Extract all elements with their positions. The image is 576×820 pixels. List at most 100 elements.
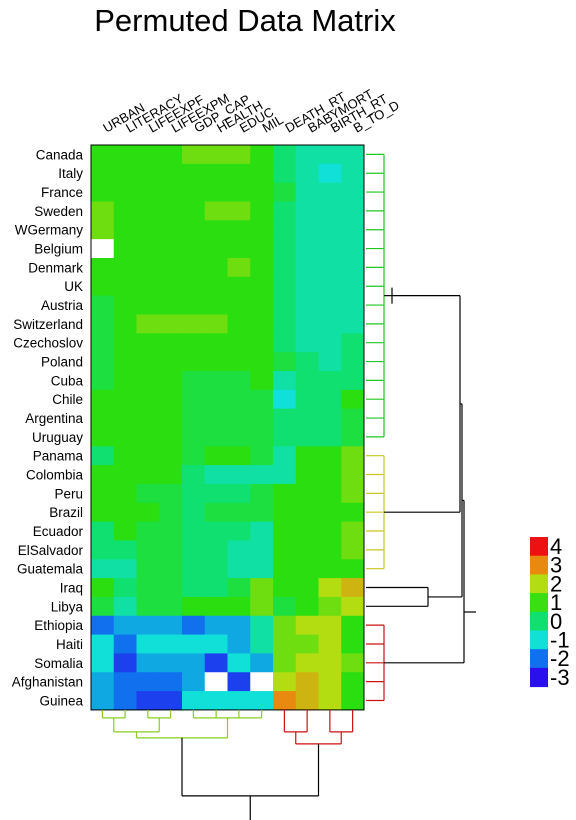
heatmap-cell xyxy=(341,370,365,391)
heatmap-cell xyxy=(91,691,115,711)
heatmap-cell xyxy=(136,352,160,372)
heatmap-cell xyxy=(204,691,228,711)
heatmap-cell xyxy=(113,220,137,240)
column-labels: URBANLITERACYLIFEEXPFLIFEEXPMGDP_CAPHEAL… xyxy=(100,86,401,135)
heatmap-cell xyxy=(159,370,183,391)
heatmap-cell xyxy=(318,276,342,297)
heatmap-cell xyxy=(318,427,342,447)
heatmap-cell xyxy=(227,145,251,165)
heatmap-cell xyxy=(227,615,251,635)
legend-label: 3 xyxy=(550,553,562,578)
heatmap-cell xyxy=(113,163,137,184)
heatmap-cell xyxy=(136,446,160,466)
heatmap-cell xyxy=(341,220,365,240)
heatmap-cell xyxy=(113,634,137,654)
heatmap-cell xyxy=(273,333,297,353)
heatmap-cell xyxy=(250,408,274,428)
heatmap-cell xyxy=(318,502,342,522)
heatmap-cell xyxy=(136,257,160,278)
heatmap-cell xyxy=(227,163,251,184)
heatmap-cell xyxy=(250,163,274,184)
row-label: WGermany xyxy=(15,223,84,238)
heatmap-cell xyxy=(341,276,365,297)
heatmap-cell xyxy=(159,521,183,541)
legend-label: 4 xyxy=(550,534,562,559)
heatmap-cell xyxy=(318,257,342,278)
heatmap-cell xyxy=(159,672,183,692)
heatmap-cell xyxy=(273,370,297,391)
heatmap-cell xyxy=(136,596,160,617)
heatmap-cell xyxy=(182,145,206,165)
heatmap-cell xyxy=(204,559,228,579)
heatmap-cell xyxy=(91,465,115,485)
heatmap-cell xyxy=(136,653,160,673)
heatmap-cell xyxy=(159,634,183,654)
heatmap-cell xyxy=(204,314,228,334)
heatmap-cell xyxy=(250,465,274,485)
heatmap-cell xyxy=(182,540,206,560)
heatmap-cell xyxy=(250,295,274,315)
heatmap-cell xyxy=(91,389,115,410)
heatmap-cell xyxy=(250,276,274,297)
heatmap-cell xyxy=(295,408,319,428)
heatmap-cell xyxy=(318,578,342,598)
heatmap-cell xyxy=(204,389,228,410)
heatmap-cell xyxy=(204,257,228,278)
heatmap-cell xyxy=(113,145,137,165)
heatmap-cell xyxy=(136,615,160,635)
heatmap-cell xyxy=(250,427,274,447)
heatmap-cell xyxy=(159,220,183,240)
heatmap-cell xyxy=(159,352,183,372)
row-label: Czechoslov xyxy=(13,336,83,351)
heatmap-cell xyxy=(295,521,319,541)
row-label: Colombia xyxy=(26,468,84,483)
heatmap-cell xyxy=(318,691,342,711)
heatmap-cell xyxy=(273,182,297,202)
heatmap-cell xyxy=(136,672,160,692)
heatmap-cell xyxy=(113,578,137,598)
heatmap-cell xyxy=(250,201,274,221)
heatmap-cell xyxy=(159,559,183,579)
heatmap-cell xyxy=(318,653,342,673)
heatmap-cell xyxy=(159,408,183,428)
heatmap-cell xyxy=(204,483,228,504)
heatmap-cell xyxy=(250,596,274,617)
heatmap-cell xyxy=(182,578,206,598)
heatmap-cell xyxy=(250,220,274,240)
heatmap-cell xyxy=(341,521,365,541)
legend-label: -1 xyxy=(550,628,570,653)
heatmap-cell xyxy=(227,559,251,579)
heatmap-cell xyxy=(91,145,115,165)
heatmap-cell xyxy=(341,295,365,315)
heatmap-cell xyxy=(159,201,183,221)
heatmap-cell xyxy=(159,239,183,259)
heatmap-cell xyxy=(318,559,342,579)
heatmap-cell xyxy=(204,163,228,184)
heatmap-cell xyxy=(136,333,160,353)
heatmap-cell xyxy=(204,634,228,654)
heatmap-cell xyxy=(136,239,160,259)
heatmap-cell xyxy=(182,427,206,447)
row-label: Poland xyxy=(41,355,83,370)
heatmap-cell xyxy=(182,182,206,202)
heatmap-cell xyxy=(136,427,160,447)
heatmap-cell xyxy=(295,540,319,560)
heatmap-cell xyxy=(113,691,137,711)
heatmap-cell xyxy=(341,333,365,353)
heatmap-cell xyxy=(295,389,319,410)
heatmap-cell xyxy=(227,220,251,240)
legend-label: 2 xyxy=(550,571,562,596)
heatmap-cell xyxy=(113,559,137,579)
heatmap-cell xyxy=(91,502,115,522)
heatmap-cell xyxy=(159,145,183,165)
heatmap-cell xyxy=(250,615,274,635)
row-label: Austria xyxy=(41,298,84,313)
heatmap-cell xyxy=(113,427,137,447)
heatmap-cells xyxy=(90,144,365,711)
heatmap-cell xyxy=(273,276,297,297)
heatmap-cell xyxy=(318,521,342,541)
heatmap-cell xyxy=(227,540,251,560)
heatmap-cell xyxy=(182,634,206,654)
heatmap-cell xyxy=(341,182,365,202)
heatmap-cell xyxy=(113,201,137,221)
